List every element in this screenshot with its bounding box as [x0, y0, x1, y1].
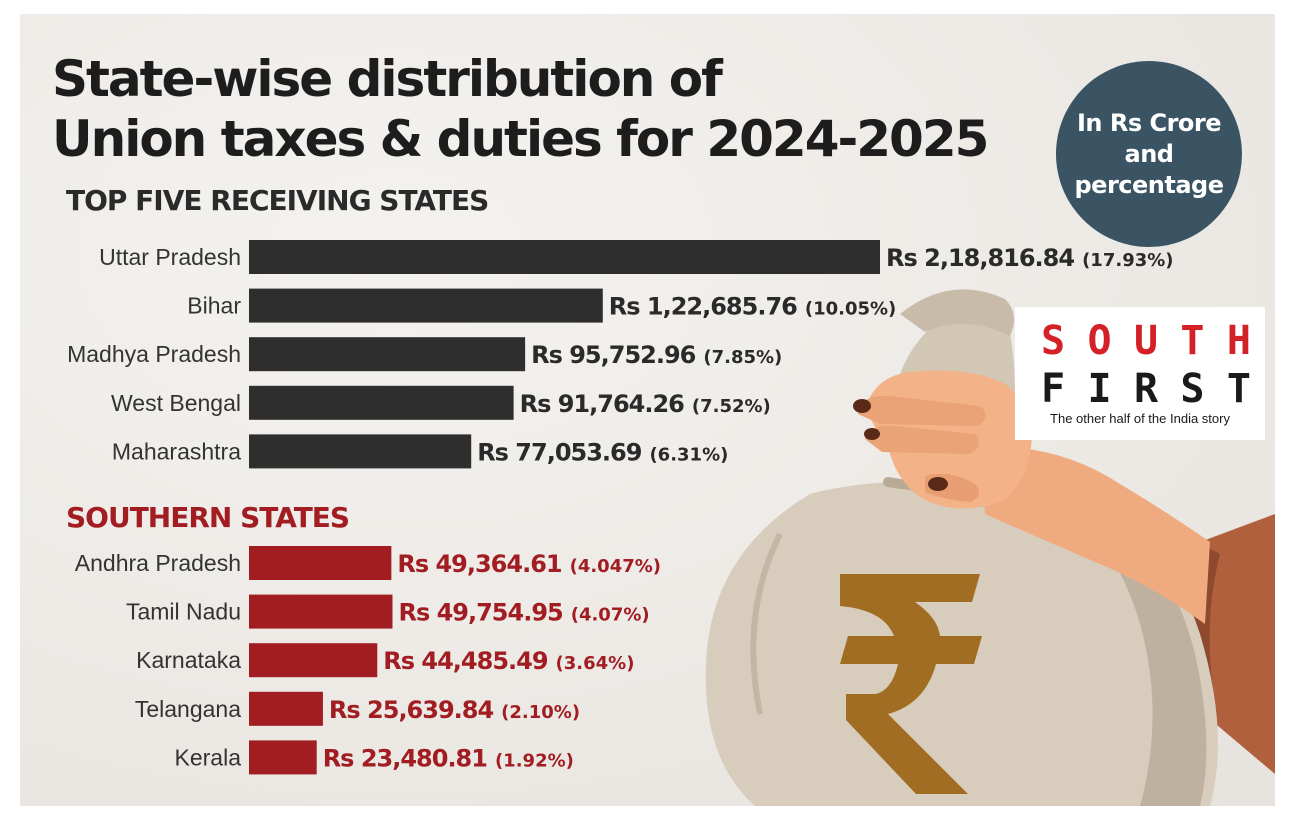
value-label: Rs 23,480.81 — [323, 744, 488, 772]
value-label: Rs 2,18,816.84 — [886, 244, 1074, 272]
logo-south-letter: U — [1133, 318, 1159, 364]
value-label: Rs 91,764.26 — [520, 390, 685, 418]
bar — [249, 594, 393, 629]
logo-first-letter: R — [1133, 366, 1159, 412]
bar — [249, 740, 317, 775]
finger-1 — [858, 395, 986, 426]
fingernail-1 — [853, 399, 871, 413]
percent-label: (7.52%) — [692, 396, 771, 417]
data-label: Rs 91,764.26 (7.52%) — [520, 390, 771, 418]
percent-label: (7.85%) — [703, 347, 782, 368]
logo-first-letter: F — [1041, 366, 1066, 412]
data-label: Rs 49,754.95 (4.07%) — [398, 599, 649, 627]
arm — [980, 445, 1210, 624]
logo-first-letter: I — [1087, 366, 1112, 412]
value-label: Rs 95,752.96 — [531, 341, 696, 369]
logo-south-letter: H — [1226, 318, 1251, 364]
logo-south-letter: O — [1087, 318, 1112, 364]
logo-south-letter: S — [1041, 318, 1066, 364]
category-label: Bihar — [187, 293, 241, 319]
title-line-2: Union taxes & duties for 2024-2025 — [52, 110, 989, 168]
data-label: Rs 95,752.96 (7.85%) — [531, 341, 782, 369]
value-label: Rs 49,364.61 — [397, 550, 562, 578]
percent-label: (3.64%) — [556, 653, 635, 674]
hand-icon — [853, 370, 1210, 624]
data-label: Rs 1,22,685.76 (10.05%) — [609, 293, 897, 321]
data-label: Rs 2,18,816.84 (17.93%) — [886, 244, 1174, 272]
southern-states-heading: SOUTHERN STATES — [66, 501, 350, 534]
logo-first-letter: T — [1226, 366, 1251, 412]
value-label: Rs 44,485.49 — [383, 647, 548, 675]
percent-label: (10.05%) — [805, 299, 896, 320]
bar — [249, 691, 323, 726]
money-bag-icon — [705, 289, 1218, 806]
fingernail-3 — [928, 477, 948, 491]
category-label: Kerala — [175, 744, 242, 770]
value-label: Rs 1,22,685.76 — [609, 293, 797, 321]
category-label: Telangana — [135, 696, 241, 722]
bar-charts: Uttar Pradesh Rs 2,18,816.84 (17.93%) Bihar… — [67, 240, 1174, 775]
logo-south-letter: T — [1180, 318, 1205, 364]
bag-crease — [750, 532, 783, 715]
top-states-chart: Uttar Pradesh Rs 2,18,816.84 (17.93%) Bihar… — [67, 240, 1174, 469]
bar — [249, 337, 526, 372]
bag-shade — [1070, 504, 1207, 806]
bar — [249, 288, 603, 323]
bar — [249, 643, 378, 678]
data-label: Rs 77,053.69 (6.31%) — [477, 438, 728, 466]
data-label: Rs 44,485.49 (3.64%) — [383, 647, 634, 675]
bar — [249, 240, 880, 274]
data-label: Rs 23,480.81 (1.92%) — [323, 744, 574, 772]
percent-label: (4.07%) — [571, 605, 650, 626]
unit-badge: In Rs Crore and percentage — [1056, 61, 1242, 247]
data-label: Rs 49,364.61 (4.047%) — [397, 550, 661, 578]
logo-tagline: The other half of the India story — [1050, 411, 1230, 426]
data-label: Rs 25,639.84 (2.10%) — [329, 696, 580, 724]
category-label: Tamil Nadu — [126, 599, 241, 625]
percent-label: (1.92%) — [495, 750, 574, 771]
category-label: Madhya Pradesh — [67, 341, 241, 367]
top-states-heading: TOP FIVE RECEIVING STATES — [66, 184, 489, 217]
category-label: Andhra Pradesh — [75, 550, 241, 576]
title-line-1: State-wise distribution of — [52, 50, 723, 108]
bag-top-flap — [900, 289, 1014, 336]
category-label: West Bengal — [111, 390, 241, 416]
southern-states-chart: Andhra Pradesh Rs 49,364.61 (4.047%) Tamil … — [75, 546, 661, 775]
rupee-icon — [840, 574, 982, 794]
bar — [249, 385, 514, 420]
infographic-card: State-wise distribution of Union taxes &… — [20, 14, 1275, 806]
value-label: Rs 77,053.69 — [477, 438, 642, 466]
money-bag-illustration — [705, 289, 1275, 806]
percent-label: (2.10%) — [501, 702, 580, 723]
value-label: Rs 25,639.84 — [329, 696, 494, 724]
category-label: Uttar Pradesh — [99, 244, 241, 270]
bar — [249, 434, 472, 469]
finger-2 — [865, 425, 979, 454]
logo-first-letter: S — [1180, 366, 1205, 412]
fingernail-2 — [864, 428, 880, 440]
percent-label: (17.93%) — [1082, 250, 1173, 271]
bar — [249, 546, 392, 580]
value-label: Rs 49,754.95 — [398, 599, 563, 627]
percent-label: (4.047%) — [570, 556, 661, 577]
category-label: Karnataka — [136, 647, 241, 673]
category-label: Maharashtra — [112, 438, 241, 464]
unit-badge-text: In Rs Crore and percentage — [1074, 108, 1224, 199]
percent-label: (6.31%) — [649, 444, 728, 465]
